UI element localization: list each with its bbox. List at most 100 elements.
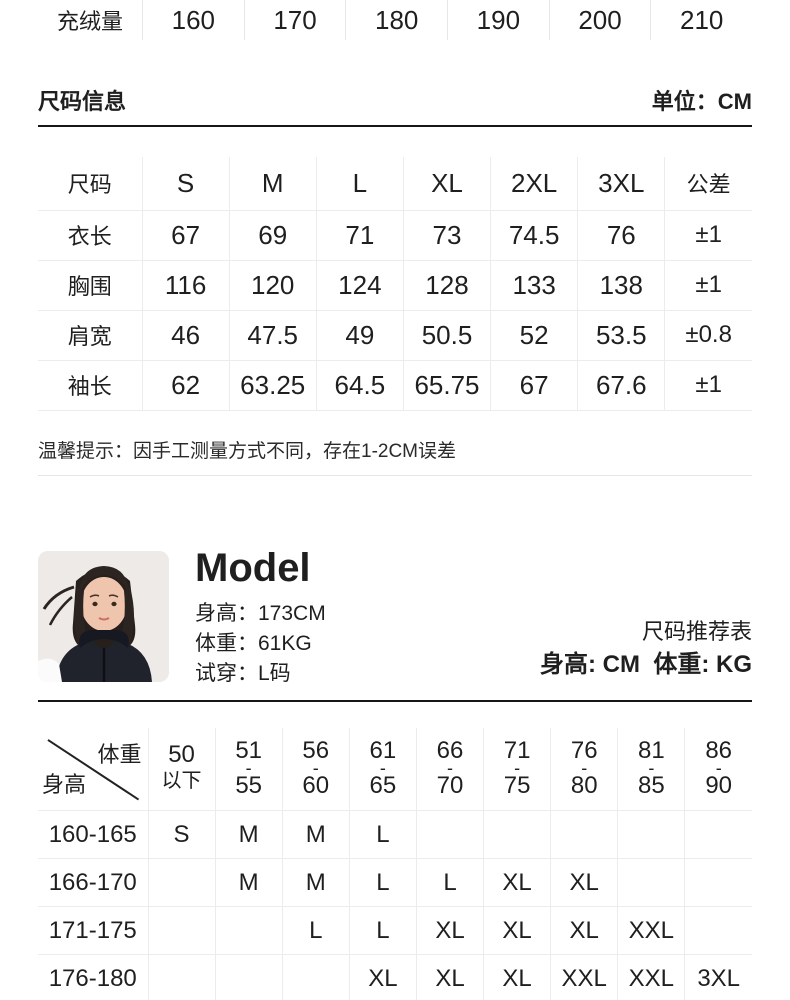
recommend-size-cell: L bbox=[415, 858, 484, 907]
size-value: 64.5 bbox=[315, 359, 404, 411]
corner-height-label: 身高 bbox=[42, 772, 87, 797]
weight-min: 71 bbox=[503, 737, 531, 765]
size-column-header: L bbox=[315, 157, 404, 210]
down-fill-value: 170 bbox=[243, 0, 346, 40]
table-row: 171-175 L L XL XL XL XXL bbox=[38, 906, 752, 955]
weight-max: 65 bbox=[369, 772, 397, 800]
recommend-size-cell: L bbox=[348, 906, 417, 955]
corner-header: 体重 身高 bbox=[38, 728, 148, 811]
size-value: 76 bbox=[577, 209, 665, 260]
size-value: 67 bbox=[490, 359, 578, 411]
weight-max: 80 bbox=[570, 772, 598, 800]
size-value: 74.5 bbox=[490, 209, 578, 260]
size-info-header: 尺码信息 单位：CM bbox=[38, 84, 752, 116]
weight-dash: - bbox=[245, 758, 252, 779]
recommend-size-cell bbox=[483, 810, 551, 859]
down-fill-value: 200 bbox=[548, 0, 651, 40]
recommend-size-cell bbox=[617, 810, 685, 859]
recommend-size-cell: M bbox=[214, 810, 283, 859]
measurement-tip: 温馨提示：因手工测量方式不同，存在1-2CM误差 bbox=[38, 440, 457, 462]
recommend-size-cell bbox=[550, 810, 618, 859]
weight-max: 60 bbox=[302, 772, 330, 800]
size-value: 52 bbox=[490, 309, 578, 360]
weight-range-header: 56 - 60 bbox=[281, 727, 350, 811]
size-value: 46 bbox=[141, 309, 230, 360]
height-range-label: 171-175 bbox=[38, 906, 148, 955]
recommend-header: 尺码推荐表 身高: CM 体重: KG bbox=[540, 551, 752, 682]
corner-weight-label: 体重 bbox=[97, 741, 142, 767]
size-value: 67 bbox=[141, 209, 230, 260]
size-value: 128 bbox=[402, 259, 491, 310]
down-fill-value: 160 bbox=[142, 0, 244, 40]
recommend-size-cell bbox=[281, 954, 350, 1000]
size-value: 138 bbox=[577, 259, 665, 310]
measure-label: 袖长 bbox=[38, 359, 142, 411]
recommend-size-cell: XL bbox=[483, 906, 551, 955]
model-fit: 试穿：L码 bbox=[195, 661, 291, 685]
weight-max: 55 bbox=[235, 772, 263, 800]
weight-range-header: 51 - 55 bbox=[214, 727, 283, 811]
size-value: 71 bbox=[315, 209, 404, 260]
weight-max: 90 bbox=[705, 772, 733, 800]
recommend-table-title: 尺码推荐表 bbox=[641, 618, 752, 644]
weight-dash: - bbox=[379, 758, 386, 779]
light-divider bbox=[38, 474, 752, 476]
measure-label: 肩宽 bbox=[38, 309, 142, 360]
recommend-size-cell: L bbox=[348, 810, 417, 859]
tolerance-value: ±1 bbox=[664, 209, 752, 260]
weight-dash: - bbox=[514, 758, 521, 779]
weight-max: 85 bbox=[637, 772, 665, 800]
weight-dash: - bbox=[312, 758, 319, 779]
measure-label: 胸围 bbox=[38, 259, 142, 310]
table-row: 166-170 M M L L XL XL bbox=[38, 858, 752, 907]
recommend-size-cell: L bbox=[348, 858, 417, 907]
size-column-header: 3XL bbox=[577, 157, 665, 210]
recommend-size-cell: XL bbox=[415, 954, 484, 1000]
weight-dash: - bbox=[715, 758, 722, 779]
tolerance-value: ±0.8 bbox=[664, 309, 752, 360]
down-fill-value: 210 bbox=[650, 0, 752, 40]
table-row: 衣长 67 69 71 73 74.5 76 ±1 bbox=[38, 209, 752, 260]
recommend-units: 身高: CM 体重: KG bbox=[540, 650, 752, 678]
table-row: 160-165 S M M L bbox=[38, 810, 752, 859]
recommend-size-cell bbox=[684, 906, 752, 955]
table-row: 176-180 XL XL XL XXL XXL 3XL bbox=[38, 954, 752, 1000]
size-value: 47.5 bbox=[228, 309, 317, 360]
weight-range-header: 81 - 85 bbox=[617, 727, 685, 811]
size-column-header: 尺码 bbox=[67, 172, 112, 198]
weight-min: 86 bbox=[705, 737, 733, 765]
down-fill-label: 充绒量 bbox=[56, 9, 123, 34]
section-divider bbox=[38, 699, 752, 702]
recommend-size-cell bbox=[684, 810, 752, 859]
weight-max: 75 bbox=[503, 772, 531, 800]
size-value: 49 bbox=[315, 309, 404, 360]
model-weight: 体重：61KG bbox=[195, 631, 312, 655]
down-fill-value: 180 bbox=[345, 0, 447, 40]
weight-below-label: 以下 bbox=[161, 770, 202, 793]
recommend-size-cell bbox=[147, 954, 216, 1000]
recommend-size-cell bbox=[617, 858, 685, 907]
size-value: 116 bbox=[141, 259, 230, 310]
recommend-size-cell: XXL bbox=[617, 906, 685, 955]
weight-min: 56 bbox=[302, 737, 330, 765]
size-value: 120 bbox=[228, 259, 317, 310]
weight-min: 50 bbox=[168, 741, 195, 769]
recommend-size-cell: M bbox=[214, 858, 283, 907]
recommend-size-cell: XL bbox=[483, 954, 551, 1000]
tolerance-value: ±1 bbox=[664, 359, 752, 411]
section-divider bbox=[38, 125, 752, 127]
table-row: 胸围 116 120 124 128 133 138 ±1 bbox=[38, 259, 752, 310]
size-info-title: 尺码信息 bbox=[38, 89, 127, 114]
recommend-size-cell bbox=[147, 858, 216, 907]
model-title: Model bbox=[195, 545, 311, 590]
height-range-label: 166-170 bbox=[38, 858, 148, 907]
weight-dash: - bbox=[648, 758, 655, 779]
tolerance-value: ±1 bbox=[664, 259, 752, 310]
recommend-header-row: 体重 身高 50 以下 51 - 55 56 - 60 61 - 65 bbox=[38, 727, 752, 811]
size-value: 65.75 bbox=[402, 359, 491, 411]
weight-max: 70 bbox=[436, 772, 464, 800]
weight-min: 81 bbox=[637, 737, 665, 765]
size-value: 53.5 bbox=[577, 309, 665, 360]
down-fill-value: 190 bbox=[447, 0, 549, 40]
